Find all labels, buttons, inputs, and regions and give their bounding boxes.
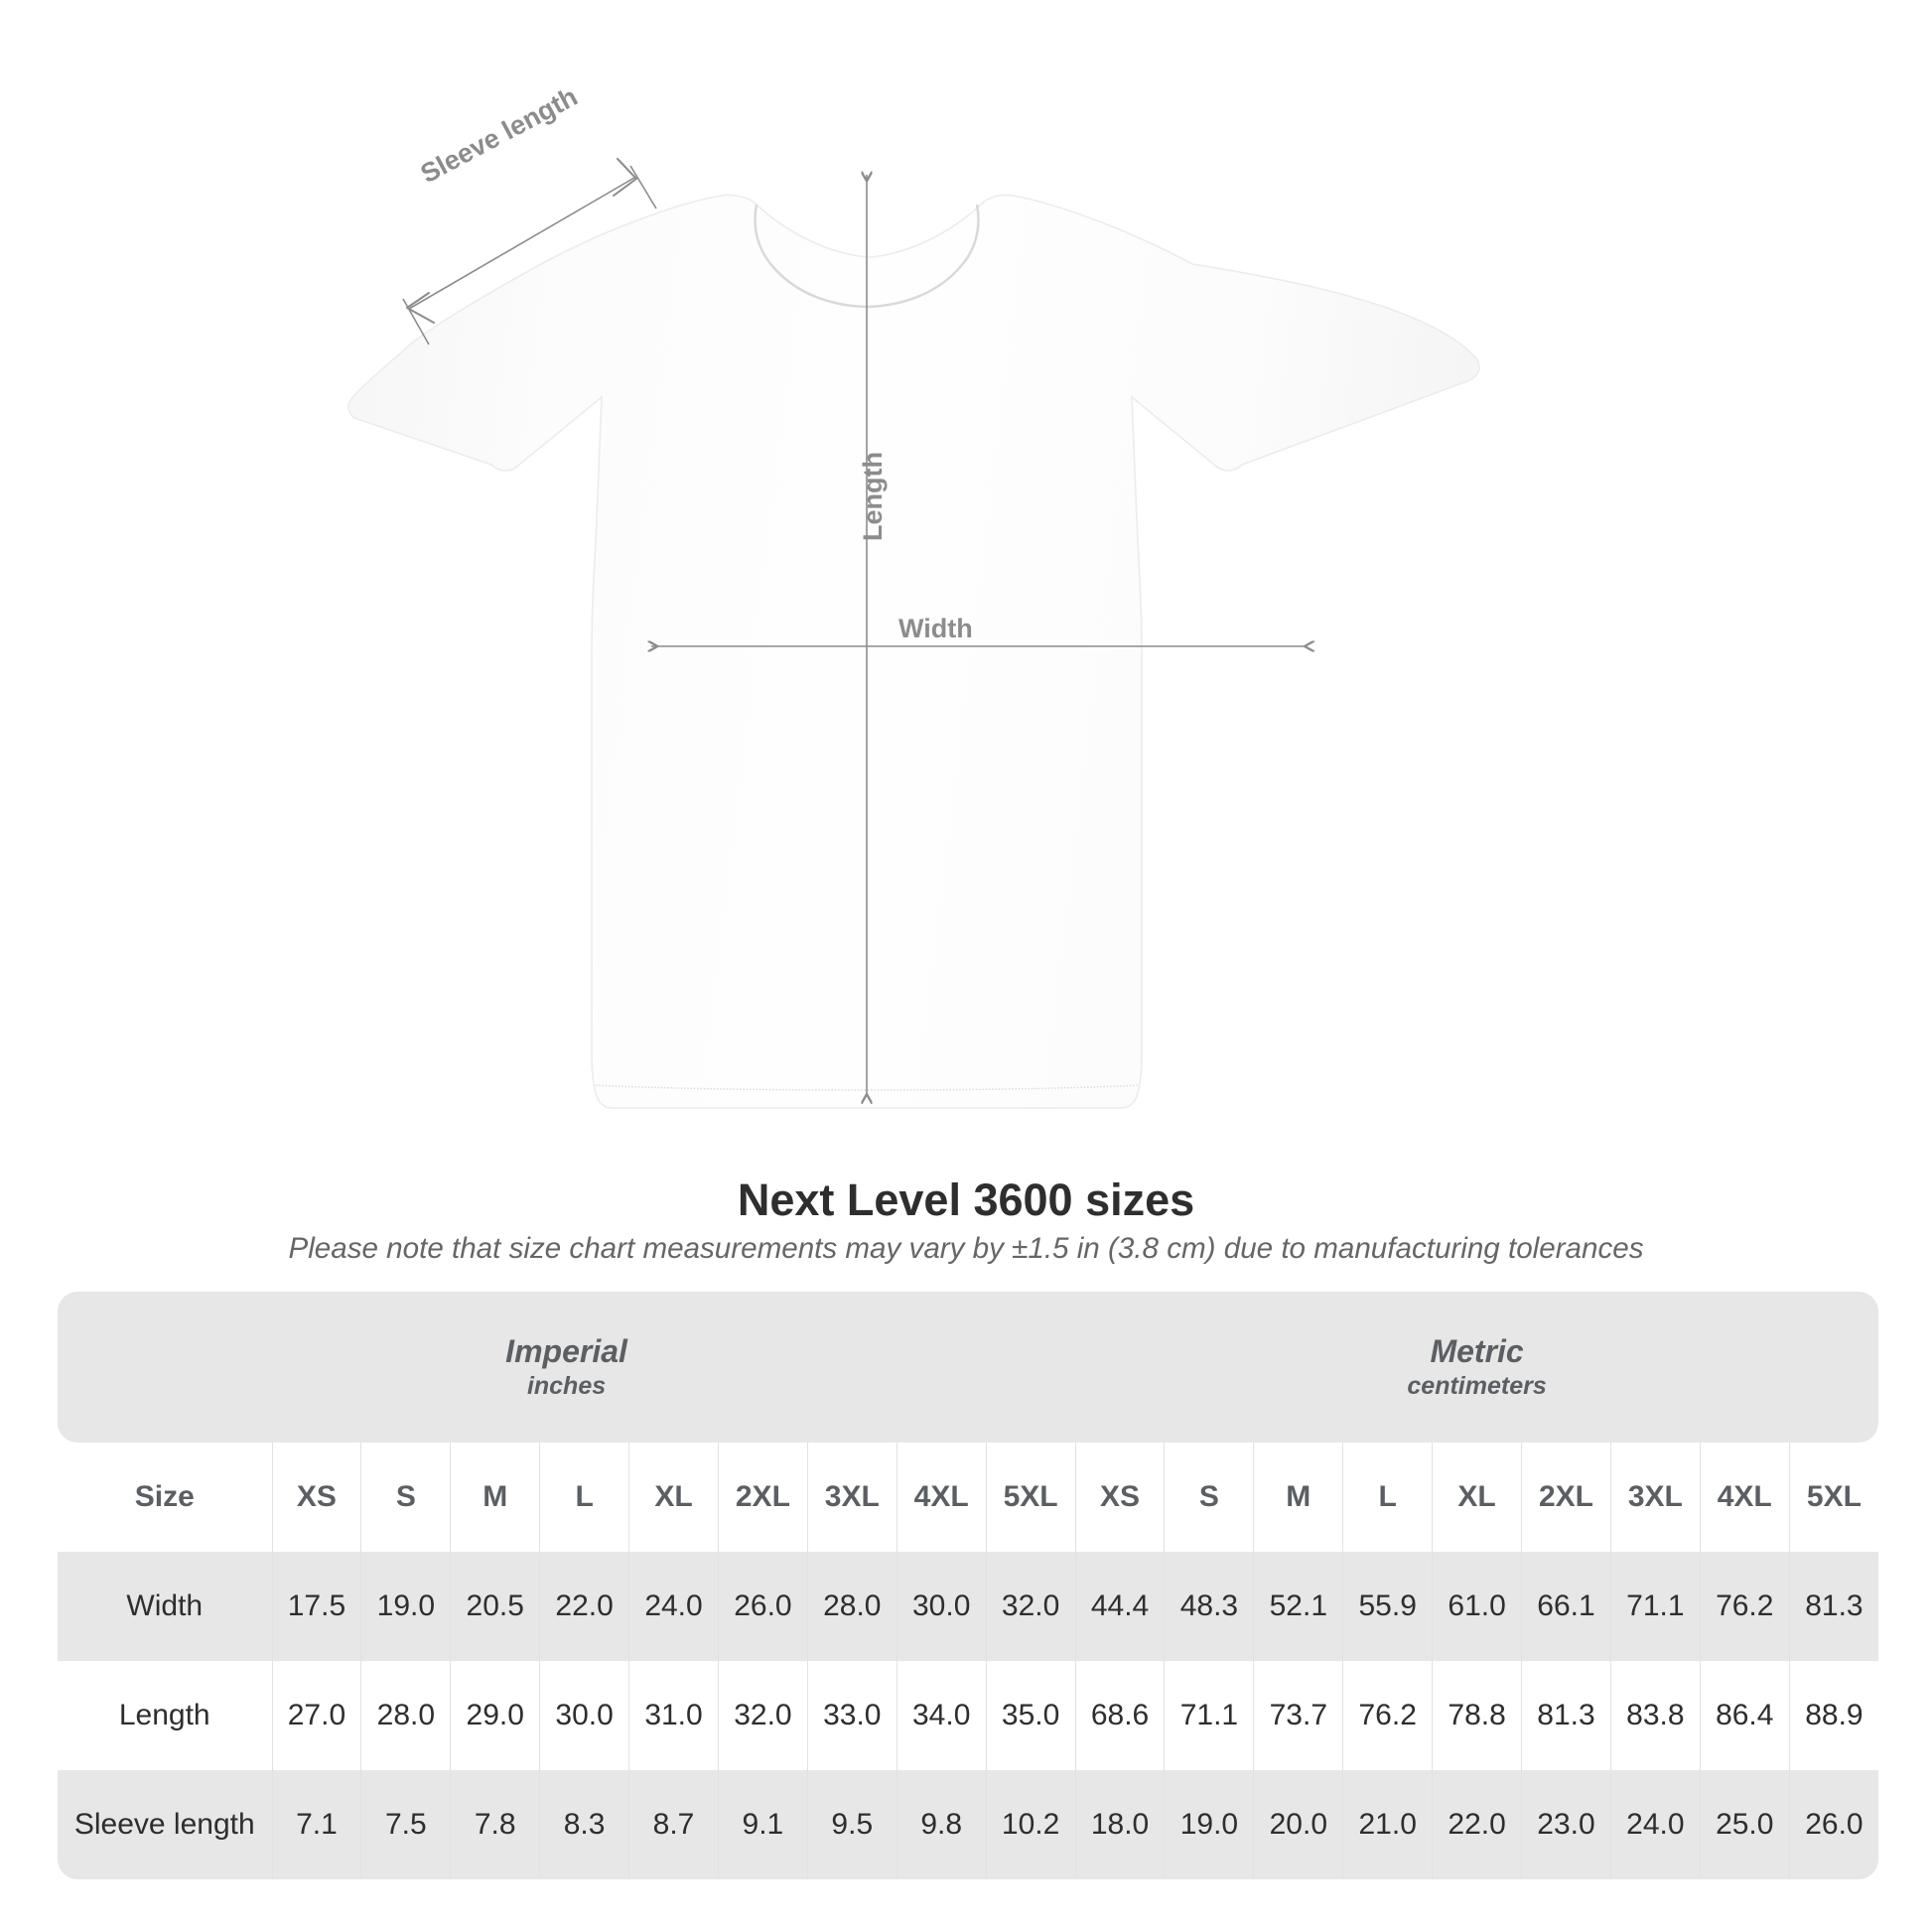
svg-text:Sleeve length: Sleeve length	[416, 81, 583, 189]
svg-text:Width: Width	[898, 614, 973, 643]
svg-text:Length: Length	[858, 452, 888, 541]
